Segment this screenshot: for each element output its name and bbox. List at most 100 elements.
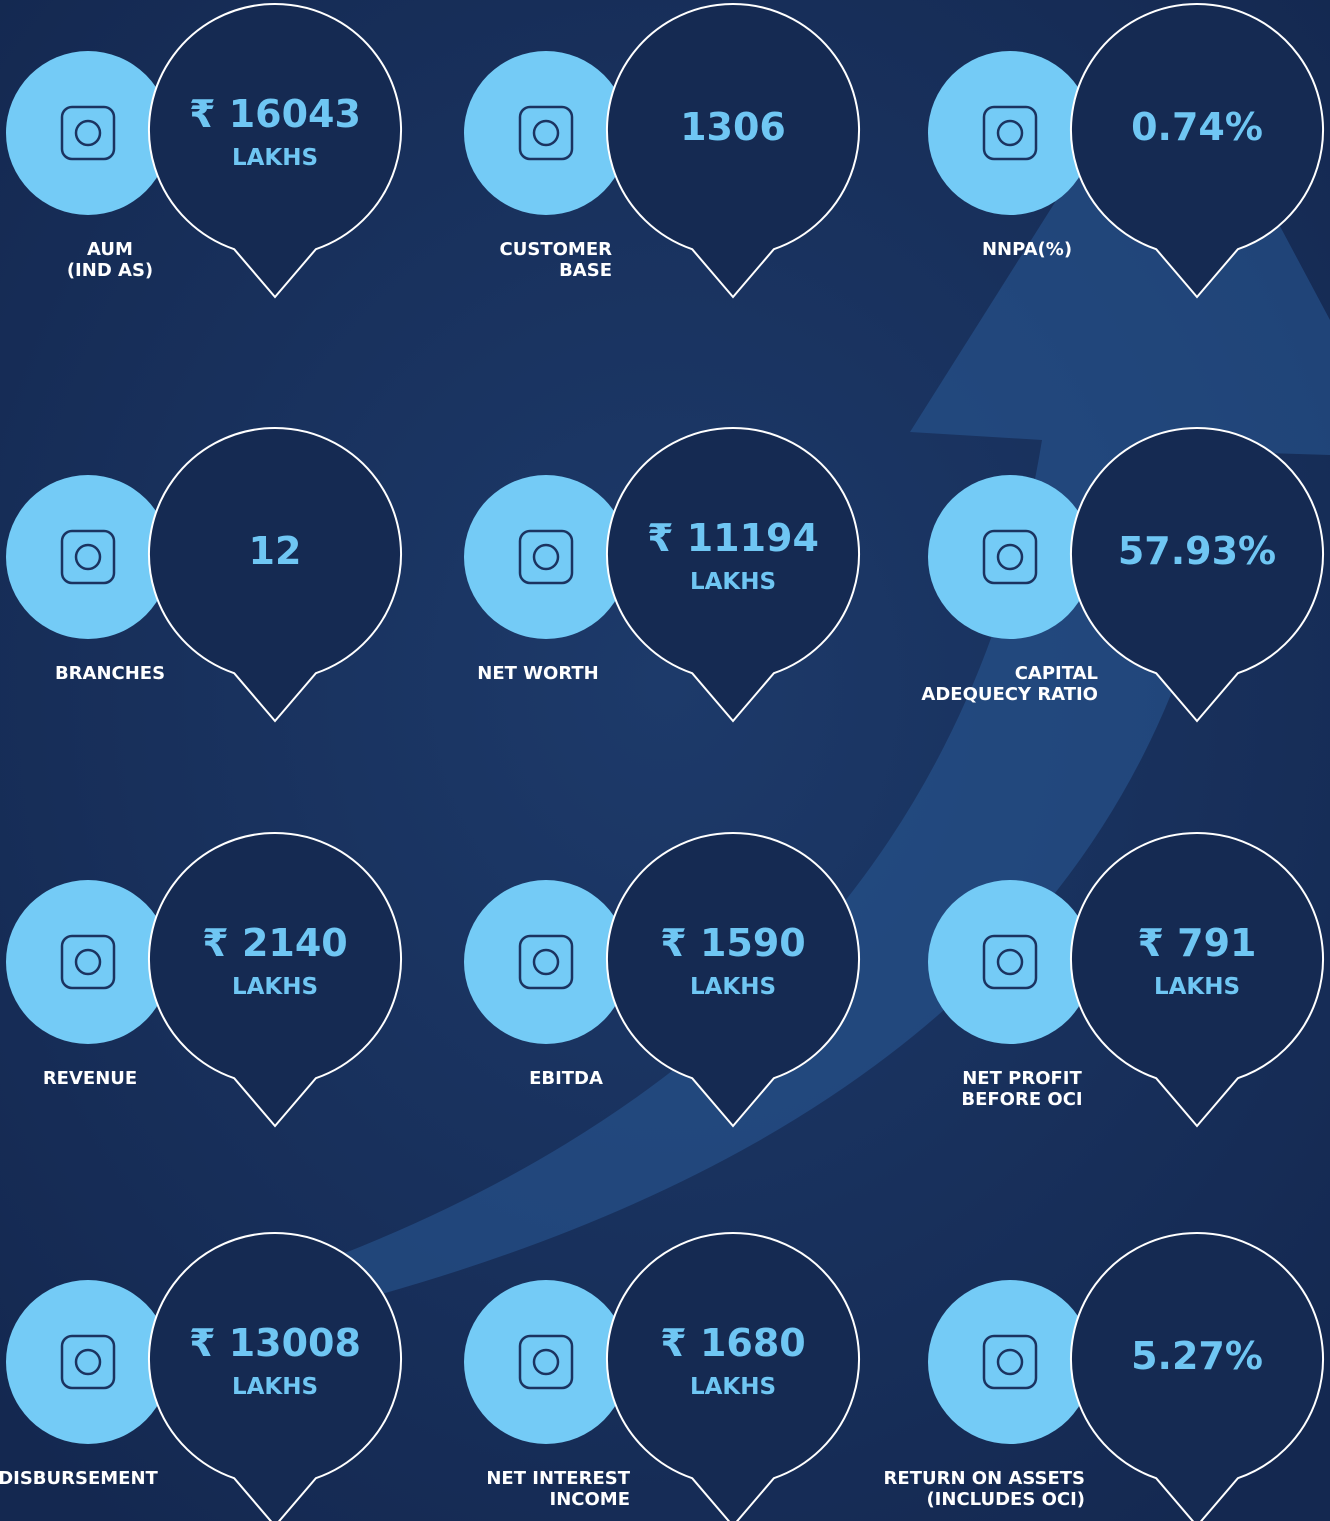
speech-bubble xyxy=(606,427,860,723)
stat-card: ₹ 11194 LAKHS NET WORTH xyxy=(464,427,860,723)
stat-label: EBITDA xyxy=(529,1068,603,1089)
stat-unit: LAKHS xyxy=(690,569,776,595)
stat-label: NET PROFIT xyxy=(962,1068,1082,1089)
stat-card: ₹ 16043 LAKHS AUM(IND AS) xyxy=(6,3,402,299)
stat-value: ₹ 791 xyxy=(1138,921,1257,965)
icon xyxy=(532,119,560,147)
stat-card: ₹ 13008 LAKHS DISBURSEMENT xyxy=(0,1231,402,1521)
icon xyxy=(996,543,1024,571)
icon xyxy=(532,948,560,976)
icon-circle xyxy=(464,1280,628,1444)
stat-label: BRANCHES xyxy=(55,663,165,684)
stat-label: REVENUE xyxy=(43,1068,137,1089)
stat-value: 1306 xyxy=(680,105,786,149)
icon xyxy=(518,934,574,990)
icon xyxy=(982,934,1038,990)
icon xyxy=(982,105,1038,161)
stat-value: ₹ 13008 xyxy=(189,1321,361,1365)
stat-card: ₹ 2140 LAKHS REVENUE xyxy=(6,831,402,1128)
icon xyxy=(518,1334,574,1390)
speech-bubble xyxy=(1070,1231,1324,1521)
stat-value: 5.27% xyxy=(1131,1334,1263,1378)
icon xyxy=(532,543,560,571)
stat-value: 0.74% xyxy=(1131,105,1263,149)
icon xyxy=(74,119,102,147)
stat-value: ₹ 1680 xyxy=(660,1321,805,1365)
speech-bubble xyxy=(606,1231,860,1521)
icon xyxy=(982,529,1038,585)
icon xyxy=(982,1334,1038,1390)
icon xyxy=(996,948,1024,976)
stat-label: NET INTEREST xyxy=(486,1468,630,1489)
stat-unit: LAKHS xyxy=(232,974,318,1000)
icon xyxy=(74,948,102,976)
growth-arrow xyxy=(150,20,1330,1348)
icon xyxy=(996,119,1024,147)
speech-bubble xyxy=(606,831,860,1128)
stat-unit: LAKHS xyxy=(690,1374,776,1400)
icon-circle xyxy=(6,1280,170,1444)
icon-circle xyxy=(464,51,628,215)
stat-label: BASE xyxy=(559,260,612,281)
icon xyxy=(74,543,102,571)
icon xyxy=(60,1334,116,1390)
speech-bubble xyxy=(148,427,402,723)
stat-card: 5.27% RETURN ON ASSETS(INCLUDES OCI) xyxy=(884,1231,1324,1521)
speech-bubble xyxy=(1070,3,1324,299)
icon xyxy=(996,1348,1024,1376)
stat-unit: LAKHS xyxy=(1154,974,1240,1000)
icon-circle xyxy=(6,475,170,639)
icon xyxy=(60,529,116,585)
stat-label: CAPITAL xyxy=(1015,663,1098,684)
stat-unit: LAKHS xyxy=(690,974,776,1000)
icon xyxy=(518,529,574,585)
icon-circle xyxy=(6,880,170,1044)
stat-value: ₹ 11194 xyxy=(647,516,819,560)
stat-value: 57.93% xyxy=(1118,529,1276,573)
stat-label: NNPA(%) xyxy=(982,239,1072,260)
speech-bubble xyxy=(148,831,402,1128)
speech-bubble xyxy=(1070,831,1324,1128)
speech-bubble xyxy=(148,1231,402,1521)
stat-label: RETURN ON ASSETS xyxy=(884,1468,1085,1489)
stat-value: ₹ 1590 xyxy=(660,921,805,965)
icon xyxy=(518,105,574,161)
stat-label: BEFORE OCI xyxy=(961,1089,1082,1110)
stat-card: 0.74% NNPA(%) xyxy=(928,3,1324,299)
icon-circle xyxy=(6,51,170,215)
icon-circle xyxy=(928,51,1092,215)
stat-label: CUSTOMER xyxy=(500,239,613,260)
stat-unit: LAKHS xyxy=(232,1374,318,1400)
icon xyxy=(532,1348,560,1376)
icon xyxy=(60,105,116,161)
stat-value: ₹ 16043 xyxy=(189,92,361,136)
icon xyxy=(60,934,116,990)
stat-value: 12 xyxy=(249,529,302,573)
stat-card: ₹ 1590 LAKHS EBITDA xyxy=(464,831,860,1128)
icon-circle xyxy=(928,475,1092,639)
stat-label: ADEQUECY RATIO xyxy=(921,684,1098,705)
stat-label: NET WORTH xyxy=(477,663,598,684)
icon-circle xyxy=(464,475,628,639)
stat-label: (IND AS) xyxy=(67,260,153,281)
stat-label: INCOME xyxy=(550,1489,630,1510)
icon-circle xyxy=(928,1280,1092,1444)
stat-unit: LAKHS xyxy=(232,145,318,171)
speech-bubble xyxy=(148,3,402,299)
stat-label: DISBURSEMENT xyxy=(0,1468,159,1489)
icon xyxy=(74,1348,102,1376)
stat-label: AUM xyxy=(87,239,133,260)
icon-circle xyxy=(928,880,1092,1044)
speech-bubble xyxy=(606,3,860,299)
icon-circle xyxy=(464,880,628,1044)
stat-value: ₹ 2140 xyxy=(202,921,347,965)
stat-label: (INCLUDES OCI) xyxy=(926,1489,1085,1510)
stat-card: 12 BRANCHES xyxy=(6,427,402,723)
